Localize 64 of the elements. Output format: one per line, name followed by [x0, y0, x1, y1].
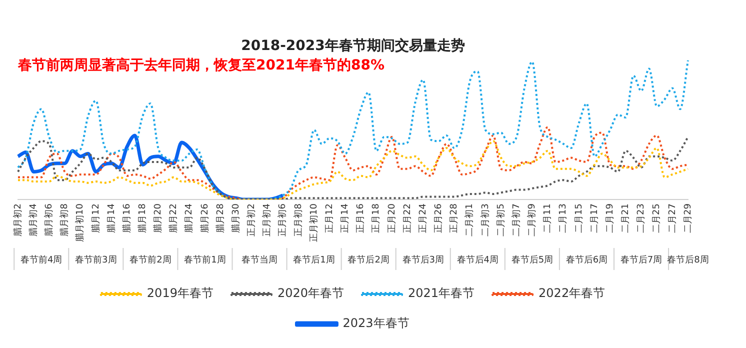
text: 春节后4周 [456, 254, 499, 266]
text: 春节后6周 [566, 254, 608, 266]
x-tick-label: 腊月24 [184, 203, 195, 233]
x-tick-label: 正月初8 [292, 203, 304, 236]
text: 春节前2周 [130, 254, 172, 266]
x-tick-label: 二月17 [590, 204, 600, 233]
x-tick-label: 正月26 [434, 203, 444, 233]
text: 春节后3周 [402, 254, 444, 266]
x-tick-label: 腊月18 [136, 203, 148, 233]
x-tick-label: 二月11 [543, 204, 554, 233]
x-tick-label: 正月初10 [308, 203, 320, 242]
x-tick-label: 二月23 [636, 204, 647, 233]
x-tick-label: 二月21 [621, 204, 632, 233]
x-tick-label: 二月初5 [495, 204, 506, 236]
x-tick-label: 正月18 [372, 203, 382, 233]
x-tick-label: 腊月初10 [74, 203, 86, 242]
x-tick-label: 正月14 [340, 203, 351, 233]
legend-label: 2023年春节 [342, 316, 410, 330]
x-tick-label: 腊月26 [199, 203, 210, 233]
legend-label: 2021年春节 [408, 286, 475, 300]
x-tick-label: 正月16 [356, 203, 366, 233]
x-tick-label: 正月24 [418, 203, 428, 233]
x-tick-label: 正月初4 [262, 203, 273, 236]
x-tick-label: 二月25 [652, 204, 662, 233]
text: 春节后5周 [511, 254, 554, 266]
x-tick-label: 腊月28 [214, 203, 226, 233]
text: 春节后7周 [620, 254, 662, 266]
x-tick-label: 二月27 [668, 204, 678, 233]
x-tick-label: 腊月初6 [44, 203, 55, 236]
x-tick-label: 腊月14 [106, 203, 117, 233]
text: 春节后8周 [667, 254, 709, 266]
x-tick-label: 正月12 [324, 204, 335, 233]
text: 春节前3周 [75, 254, 117, 266]
x-tick-label: 腊月20 [152, 203, 164, 233]
x-tick-label: 二月初3 [480, 204, 491, 236]
x-tick-label: 正月初2 [246, 204, 258, 236]
legend-label: 2022年春节 [538, 286, 606, 300]
x-tick-label: 腊月30 [230, 203, 242, 233]
x-tick-label: 二月19 [605, 203, 616, 233]
chart-subtitle: 春节前两周显著高于去年同期，恢复至2021年春节的88% [17, 56, 384, 74]
text: 春节前4周 [20, 254, 62, 266]
x-tick-label: 正月20 [387, 203, 398, 233]
x-tick-label: 二月初1 [464, 204, 476, 236]
x-tick-label: 二月初7 [510, 204, 522, 236]
x-tick-label: 二月29 [683, 203, 694, 233]
x-tick-label: 二月初9 [526, 203, 538, 236]
x-tick-label: 正月22 [402, 204, 413, 233]
text: 春节后2周 [348, 254, 390, 266]
x-tick-label: 腊月22 [168, 204, 180, 233]
text: 春节当周 [242, 254, 278, 266]
text: 春节前1周 [184, 254, 226, 266]
text: 春节后1周 [293, 254, 335, 266]
x-tick-label: 腊月初2 [12, 204, 24, 236]
legend-label: 2019年春节 [146, 286, 214, 300]
legend-label: 2020年春节 [277, 286, 344, 300]
chart-title: 2018-2023年春节期间交易量走势 [241, 37, 465, 54]
x-tick-label: 正月初6 [277, 203, 288, 236]
x-tick-label: 腊月16 [121, 203, 132, 233]
x-tick-label: 腊月12 [90, 204, 102, 233]
x-tick-label: 腊月初8 [59, 203, 70, 236]
x-tick-label: 二月13 [558, 204, 569, 233]
x-tick-label: 二月15 [574, 204, 584, 233]
x-tick-label: 腊月初4 [28, 203, 39, 236]
x-tick-label: 正月28 [450, 203, 460, 233]
